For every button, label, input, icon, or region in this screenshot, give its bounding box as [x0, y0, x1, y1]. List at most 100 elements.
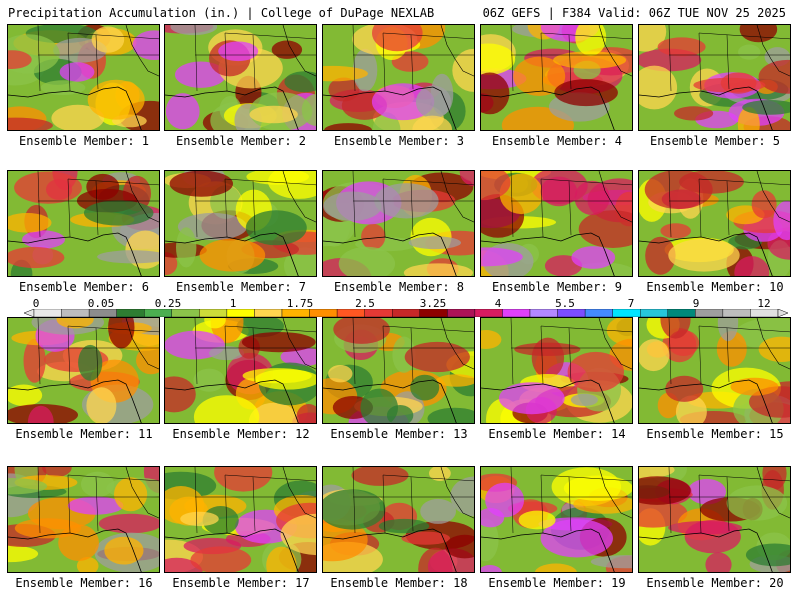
precip-map [165, 171, 316, 276]
precip-map [8, 171, 159, 276]
colorbar-segment [116, 309, 145, 317]
ensemble-panel-19 [480, 466, 633, 573]
ensemble-member-label: Ensemble Member: 14 [488, 427, 626, 441]
precip-map [8, 467, 159, 572]
colorbar-tick-label: 0 [32, 297, 40, 310]
header-valid-time: 06Z GEFS | F384 Valid: 06Z TUE NOV 25 20… [482, 6, 786, 20]
ensemble-panel-15 [638, 317, 791, 424]
ensemble-member-label: Ensemble Member: 12 [172, 427, 310, 441]
colorbar-segment [722, 309, 751, 317]
precip-map [323, 318, 474, 423]
precip-map [165, 25, 316, 130]
precip-map [481, 318, 632, 423]
colorbar [24, 309, 788, 317]
colorbar-tick-label: 1.75 [286, 297, 314, 310]
colorbar-segment [309, 309, 338, 317]
colorbar-segment [392, 309, 420, 317]
colorbar-segment [61, 309, 90, 317]
colorbar-segment [529, 309, 558, 317]
colorbar-segment [144, 309, 172, 317]
ensemble-member-label: Ensemble Member: 11 [15, 427, 153, 441]
ensemble-panel-20 [638, 466, 791, 573]
ensemble-member-label: Ensemble Member: 5 [649, 134, 781, 148]
precip-map [481, 25, 632, 130]
ensemble-panel-17 [164, 466, 317, 573]
colorbar-segment [336, 309, 365, 317]
ensemble-member-label: Ensemble Member: 6 [18, 280, 150, 294]
ensemble-panel-10 [638, 170, 791, 277]
colorbar-segment [226, 309, 255, 317]
ensemble-member-label: Ensemble Member: 19 [488, 576, 626, 590]
ensemble-panel-8 [322, 170, 475, 277]
ensemble-member-label: Ensemble Member: 1 [18, 134, 150, 148]
ensemble-member-label: Ensemble Member: 10 [646, 280, 784, 294]
ensemble-member-label: Ensemble Member: 9 [491, 280, 623, 294]
precip-map [639, 25, 790, 130]
ensemble-panel-2 [164, 24, 317, 131]
ensemble-member-label: Ensemble Member: 3 [333, 134, 465, 148]
colorbar-tick-label: 4 [494, 297, 502, 310]
precip-map [323, 171, 474, 276]
colorbar-segment [364, 309, 393, 317]
ensemble-member-label: Ensemble Member: 13 [330, 427, 468, 441]
ensemble-member-label: Ensemble Member: 7 [175, 280, 307, 294]
precip-map [8, 25, 159, 130]
colorbar-segment [474, 309, 503, 317]
ensemble-member-label: Ensemble Member: 8 [333, 280, 465, 294]
colorbar-segment [88, 309, 117, 317]
colorbar-segment [750, 309, 779, 317]
colorbar-segment [502, 309, 531, 317]
colorbar-tick-label: 0.25 [154, 297, 182, 310]
colorbar-tick-label: 2.5 [355, 297, 375, 310]
precip-map [8, 318, 159, 423]
precip-map [323, 467, 474, 572]
ensemble-member-label: Ensemble Member: 16 [15, 576, 153, 590]
ensemble-panel-11 [7, 317, 160, 424]
ensemble-panel-14 [480, 317, 633, 424]
colorbar-segment [667, 309, 696, 317]
precip-map [165, 318, 316, 423]
ensemble-panel-7 [164, 170, 317, 277]
colorbar-tick-label: 7 [627, 297, 635, 310]
colorbar-tick-label: 0.05 [87, 297, 115, 310]
precip-map [323, 25, 474, 130]
ensemble-panel-4 [480, 24, 633, 131]
ensemble-member-label: Ensemble Member: 2 [175, 134, 307, 148]
ensemble-panel-18 [322, 466, 475, 573]
colorbar-tick-label: 3.25 [419, 297, 447, 310]
precip-map [165, 467, 316, 572]
ensemble-panel-9 [480, 170, 633, 277]
colorbar-segment [447, 309, 476, 317]
ensemble-panel-6 [7, 170, 160, 277]
colorbar-tick-label: 12 [757, 297, 771, 310]
precip-map [481, 467, 632, 572]
colorbar-segment [419, 309, 448, 317]
ensemble-panel-12 [164, 317, 317, 424]
ensemble-member-label: Ensemble Member: 15 [646, 427, 784, 441]
ensemble-panel-3 [322, 24, 475, 131]
ensemble-panel-16 [7, 466, 160, 573]
colorbar-tick-label: 1 [229, 297, 237, 310]
colorbar-segment [612, 309, 641, 317]
precip-map [639, 467, 790, 572]
precip-map [639, 171, 790, 276]
ensemble-member-label: Ensemble Member: 18 [330, 576, 468, 590]
ensemble-member-label: Ensemble Member: 4 [491, 134, 623, 148]
ensemble-panel-1 [7, 24, 160, 131]
colorbar-segment [557, 309, 586, 317]
header-title: Precipitation Accumulation (in.) | Colle… [8, 6, 435, 20]
precip-map [481, 171, 632, 276]
colorbar-segment [199, 309, 228, 317]
colorbar-segment [254, 309, 283, 317]
colorbar-segment [695, 309, 724, 317]
ensemble-panel-13 [322, 317, 475, 424]
colorbar-segment [33, 309, 62, 317]
colorbar-tick-label: 5.5 [555, 297, 575, 310]
colorbar-tick-label: 9 [692, 297, 700, 310]
ensemble-member-label: Ensemble Member: 17 [172, 576, 310, 590]
colorbar-segment [584, 309, 613, 317]
colorbar-segment [281, 309, 310, 317]
colorbar-segment [640, 309, 668, 317]
colorbar-segment [171, 309, 200, 317]
precip-map [639, 318, 790, 423]
